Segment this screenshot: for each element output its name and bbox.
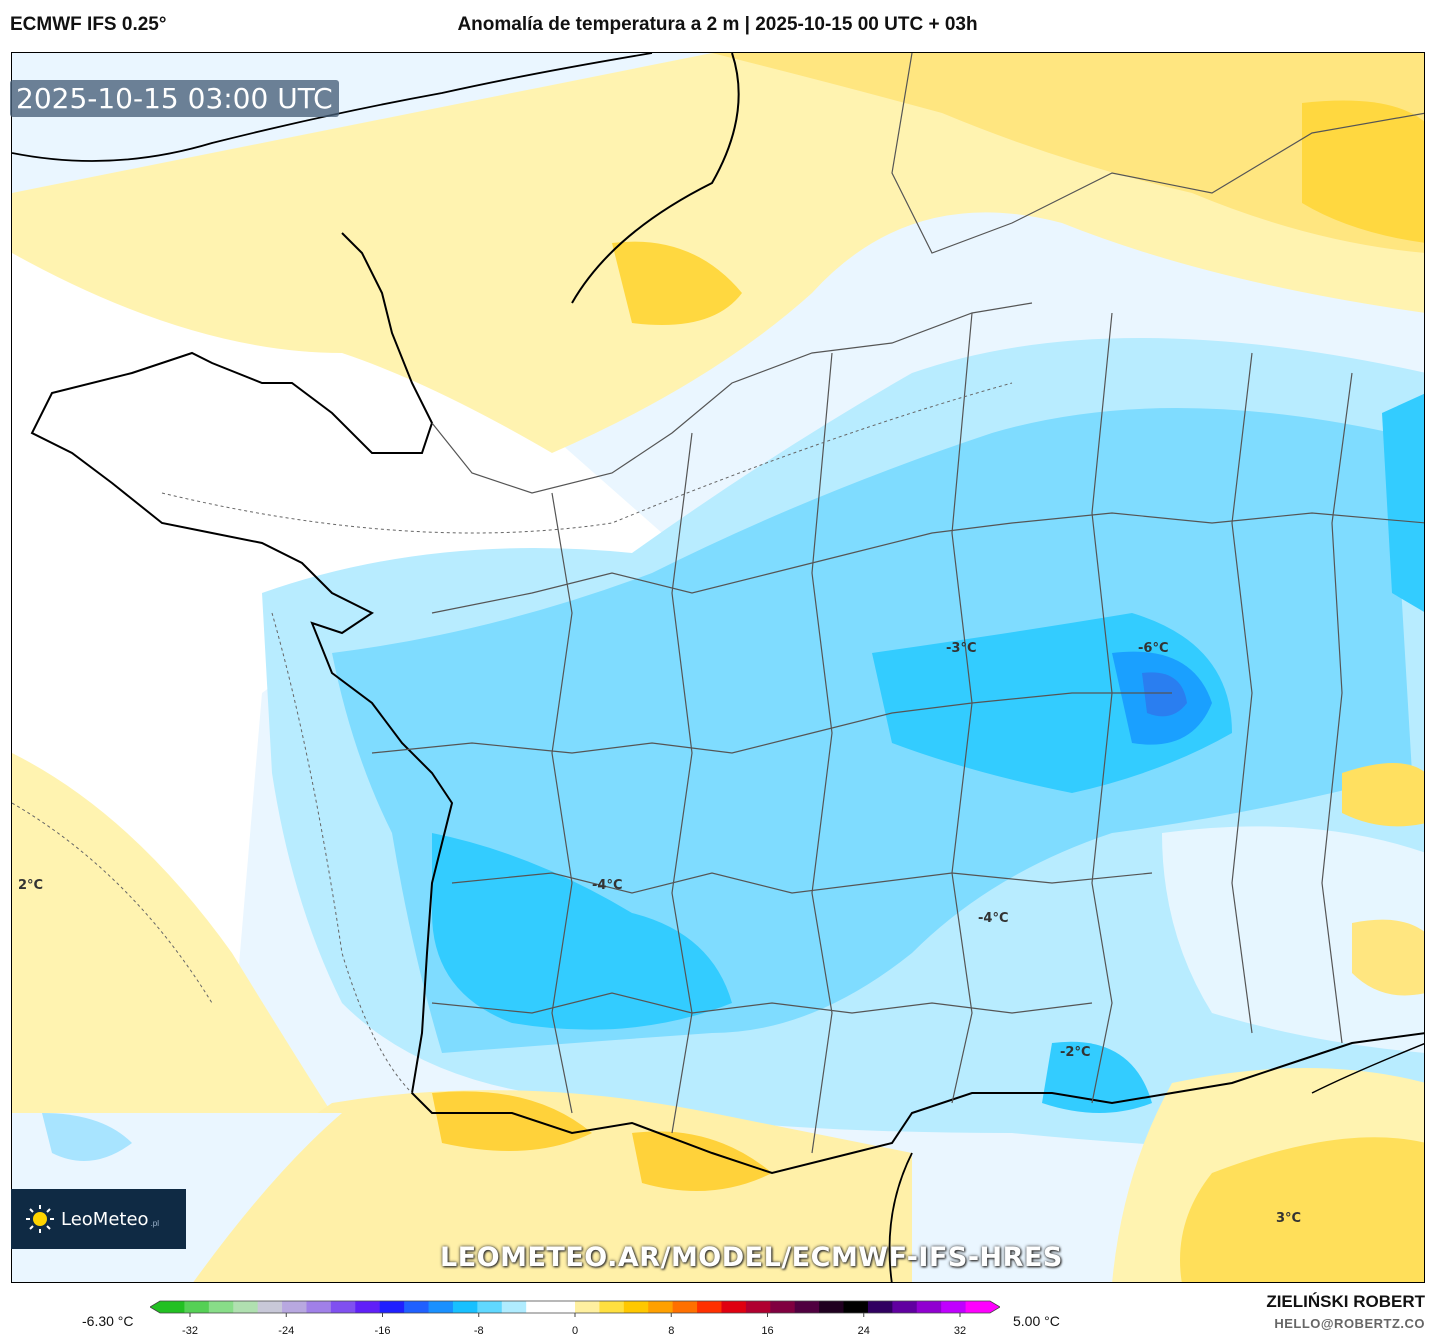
colorbar-swatch <box>965 1301 991 1313</box>
logo-suffix: .pl <box>150 1218 160 1228</box>
colorbar-swatch <box>721 1301 747 1313</box>
colorbar-swatch <box>599 1301 625 1313</box>
contour-label: -4°C <box>978 911 1009 926</box>
colorbar-swatch <box>550 1301 576 1313</box>
colorbar-swatch <box>745 1301 771 1313</box>
colorbar-tick-label: -32 <box>182 1325 198 1337</box>
colorbar-swatch <box>892 1301 918 1313</box>
colorbar <box>150 1300 1000 1317</box>
colorbar-swatch <box>941 1301 967 1313</box>
colorbar-right-arrow <box>990 1301 1000 1313</box>
colorbar-swatch <box>355 1301 381 1313</box>
contour-label: -4°C <box>592 878 623 893</box>
colorbar-max-label: 5.00 °C <box>1013 1313 1060 1329</box>
colorbar-tick-label: 8 <box>668 1325 675 1337</box>
colorbar-swatch <box>379 1301 405 1313</box>
colorbar-swatch <box>501 1301 527 1313</box>
temperature-anomaly-map[interactable]: 2°C -3°C -6°C -4°C -4°C -2°C 3°C <box>11 52 1425 1283</box>
logo-text: LeoMeteo <box>61 1208 149 1230</box>
contour-label: -3°C <box>946 641 977 656</box>
map-canvas <box>12 53 1424 1282</box>
colorbar-swatch <box>672 1301 698 1313</box>
colorbar-swatch <box>160 1301 185 1313</box>
source-url: LEOMETEO.AR/MODEL/ECMWF-IFS-HRES <box>440 1242 1063 1273</box>
contour-label: -6°C <box>1138 641 1169 656</box>
colorbar-tick-label: -16 <box>374 1325 391 1337</box>
model-name: ECMWF IFS 0.25° <box>10 14 167 35</box>
colorbar-tick-label: 32 <box>953 1325 967 1337</box>
colorbar-tick-label: -8 <box>473 1325 484 1337</box>
colorbar-swatch <box>477 1301 503 1313</box>
colorbar-swatch <box>623 1301 649 1313</box>
contour-label: -2°C <box>1060 1045 1091 1060</box>
colorbar-swatch <box>208 1301 234 1313</box>
colorbar-outline <box>150 1300 1000 1314</box>
colorbar-swatch <box>282 1301 307 1313</box>
map-title: Anomalía de temperatura a 2 m | 2025-10-… <box>457 14 978 35</box>
colorbar-swatch <box>916 1301 942 1313</box>
colorbar-swatch <box>770 1301 796 1313</box>
colorbar-swatch <box>843 1301 869 1313</box>
colorbar-swatch <box>233 1301 259 1313</box>
colorbar-swatch <box>648 1301 674 1313</box>
colorbar-swatch <box>794 1301 820 1313</box>
contour-label: 2°C <box>18 878 44 893</box>
colorbar-swatch <box>404 1301 430 1313</box>
colorbar-swatch <box>306 1301 332 1313</box>
author-email[interactable]: HELLO@ROBERTZ.CO <box>1274 1316 1425 1331</box>
colorbar-tick-label: 24 <box>857 1325 870 1337</box>
colorbar-swatch <box>184 1301 210 1313</box>
sun-icon <box>26 1205 54 1233</box>
colorbar-left-arrow <box>150 1301 160 1313</box>
colorbar-swatch <box>526 1301 552 1313</box>
colorbar-swatch <box>257 1301 283 1313</box>
colorbar-swatch <box>819 1301 845 1313</box>
colorbar-swatch <box>697 1301 722 1313</box>
colorbar-swatch <box>330 1301 356 1313</box>
timestamp-badge: 2025-10-15 03:00 UTC <box>10 80 339 117</box>
colorbar-tick-label: 0 <box>571 1325 579 1337</box>
colorbar-tick-label: 16 <box>761 1325 774 1337</box>
colorbar-swatch <box>867 1301 893 1313</box>
colorbar-tick-label: -24 <box>278 1325 295 1337</box>
colorbar-min-label: -6.30 °C <box>82 1313 134 1329</box>
colorbar-swatch <box>452 1301 478 1313</box>
contour-label: 3°C <box>1276 1211 1302 1226</box>
colorbar-swatch <box>428 1301 454 1313</box>
colorbar-swatch <box>575 1301 600 1313</box>
author-name: ZIELIŃSKI ROBERT <box>1266 1292 1425 1311</box>
leometeo-logo[interactable]: LeoMeteo .pl <box>11 1189 186 1249</box>
